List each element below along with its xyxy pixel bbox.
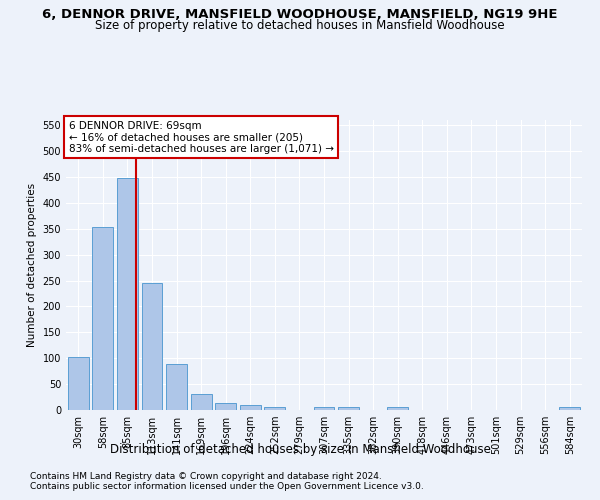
Bar <box>387 407 408 410</box>
Bar <box>191 394 212 410</box>
Bar <box>215 403 236 410</box>
Text: 6, DENNOR DRIVE, MANSFIELD WOODHOUSE, MANSFIELD, NG19 9HE: 6, DENNOR DRIVE, MANSFIELD WOODHOUSE, MA… <box>42 8 558 20</box>
Text: Distribution of detached houses by size in Mansfield Woodhouse: Distribution of detached houses by size … <box>110 442 490 456</box>
Text: Contains HM Land Registry data © Crown copyright and database right 2024.: Contains HM Land Registry data © Crown c… <box>30 472 382 481</box>
Bar <box>117 178 138 410</box>
Bar <box>338 408 359 410</box>
Text: Size of property relative to detached houses in Mansfield Woodhouse: Size of property relative to detached ho… <box>95 19 505 32</box>
Bar <box>559 408 580 410</box>
Bar <box>68 356 89 410</box>
Bar <box>142 283 163 410</box>
Text: Contains public sector information licensed under the Open Government Licence v3: Contains public sector information licen… <box>30 482 424 491</box>
Bar <box>314 408 334 410</box>
Text: 6 DENNOR DRIVE: 69sqm
← 16% of detached houses are smaller (205)
83% of semi-det: 6 DENNOR DRIVE: 69sqm ← 16% of detached … <box>68 120 334 154</box>
Bar <box>92 227 113 410</box>
Bar <box>166 364 187 410</box>
Bar <box>265 407 286 410</box>
Y-axis label: Number of detached properties: Number of detached properties <box>27 183 37 347</box>
Bar <box>240 406 261 410</box>
